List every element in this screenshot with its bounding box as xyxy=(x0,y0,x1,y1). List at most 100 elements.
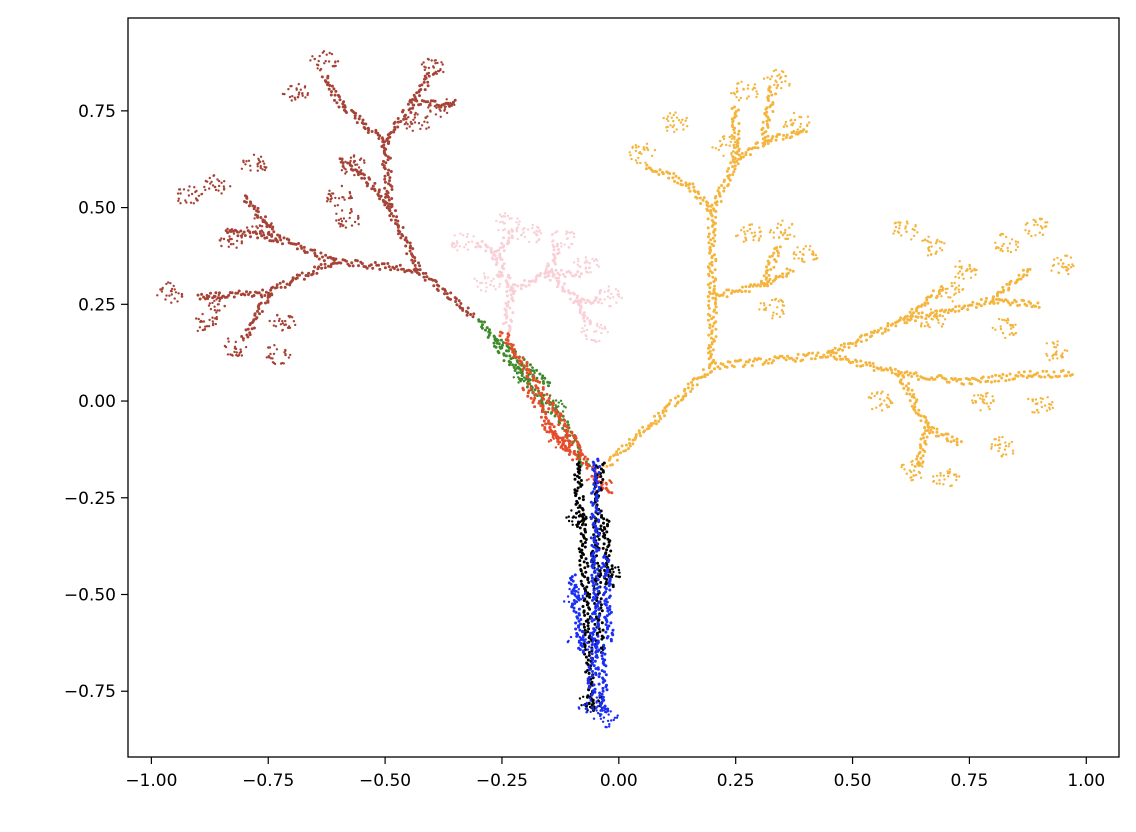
series-2-point xyxy=(908,310,912,314)
series-6-point xyxy=(603,709,606,712)
series-2-point xyxy=(910,476,913,479)
series-2-point xyxy=(667,402,671,405)
series-2-point xyxy=(677,119,681,122)
series-6-point xyxy=(604,725,607,729)
series-2-point xyxy=(1045,225,1048,228)
series-2-point xyxy=(936,434,940,438)
series-2-point xyxy=(687,186,691,190)
series-3-point xyxy=(483,320,486,324)
series-0-point xyxy=(240,354,244,357)
series-6-point xyxy=(606,609,610,613)
series-6-point xyxy=(567,600,571,604)
series-2-point xyxy=(769,77,772,81)
series-3-point xyxy=(566,420,570,424)
series-2-point xyxy=(740,290,744,294)
series-0-point xyxy=(445,98,448,101)
series-2-point xyxy=(903,468,906,471)
series-2-point xyxy=(737,122,741,125)
series-5-point xyxy=(567,519,571,523)
series-2-point xyxy=(743,363,747,367)
series-2-point xyxy=(748,223,751,227)
series-4-point xyxy=(605,483,608,486)
series-0-point xyxy=(408,107,412,111)
series-0-point xyxy=(413,264,417,267)
series-2-point xyxy=(750,231,753,235)
series-2-point xyxy=(666,129,669,132)
series-2-point xyxy=(710,329,714,333)
series-2-point xyxy=(788,226,791,229)
series-4-point xyxy=(544,422,548,426)
series-2-point xyxy=(842,342,846,346)
series-0-point xyxy=(427,126,430,129)
series-4-point xyxy=(544,416,548,420)
series-6-point xyxy=(596,590,600,593)
series-4-point xyxy=(560,445,564,448)
series-2-point xyxy=(958,475,961,478)
series-6-point xyxy=(571,590,574,593)
series-2-point xyxy=(735,96,738,99)
series-2-point xyxy=(646,148,650,152)
series-2-point xyxy=(624,449,628,452)
series-0-point xyxy=(389,218,393,222)
series-0-point xyxy=(421,271,425,275)
series-2-point xyxy=(714,335,718,339)
series-1-point xyxy=(551,274,555,278)
series-1-point xyxy=(576,270,580,274)
series-5-point xyxy=(571,520,574,523)
series-2-point xyxy=(1046,354,1049,357)
series-2-point xyxy=(628,444,632,448)
series-6-point xyxy=(568,587,571,591)
series-5-point xyxy=(582,519,586,522)
series-0-point xyxy=(242,159,245,162)
series-6-point xyxy=(581,635,585,639)
series-6-point xyxy=(574,627,578,631)
series-2-point xyxy=(941,433,945,437)
series-2-point xyxy=(619,451,623,455)
series-0-point xyxy=(332,192,335,195)
series-2-point xyxy=(934,309,937,312)
series-5-point xyxy=(585,585,589,589)
series-0-point xyxy=(386,155,390,159)
series-1-point xyxy=(580,330,583,334)
series-2-point xyxy=(1050,403,1053,406)
series-2-point xyxy=(887,397,890,400)
series-6-point xyxy=(607,713,610,716)
series-2-point xyxy=(752,86,756,90)
series-0-point xyxy=(248,200,252,204)
series-0-point xyxy=(285,282,289,286)
series-2-point xyxy=(782,312,785,315)
series-2-point xyxy=(672,172,676,175)
series-0-point xyxy=(403,270,407,274)
series-0-point xyxy=(266,233,270,236)
series-2-point xyxy=(911,459,914,463)
series-0-point xyxy=(412,93,416,97)
series-1-point xyxy=(499,246,502,250)
series-6-point xyxy=(590,635,594,639)
series-0-point xyxy=(202,320,206,323)
series-2-point xyxy=(1016,245,1019,249)
series-0-point xyxy=(375,263,379,267)
series-0-point xyxy=(252,153,256,156)
series-1-point xyxy=(500,241,504,245)
series-2-point xyxy=(799,131,803,134)
series-2-point xyxy=(703,373,707,377)
series-0-point xyxy=(405,252,409,256)
series-0-point xyxy=(341,105,345,109)
series-2-point xyxy=(926,429,930,432)
series-2-point xyxy=(991,395,994,398)
series-0-point xyxy=(188,185,191,188)
series-1-point xyxy=(572,261,576,264)
series-2-point xyxy=(914,473,918,477)
series-0-point xyxy=(306,93,309,97)
series-6-point xyxy=(592,717,596,720)
series-2-point xyxy=(926,324,929,327)
series-2-point xyxy=(856,338,860,342)
series-2-point xyxy=(917,305,921,308)
series-6-point xyxy=(594,706,598,709)
series-2-point xyxy=(665,170,669,174)
series-2-point xyxy=(756,146,760,150)
series-2-point xyxy=(733,157,737,160)
series-2-point xyxy=(970,382,974,386)
series-0-point xyxy=(326,74,330,78)
series-2-point xyxy=(779,298,782,302)
